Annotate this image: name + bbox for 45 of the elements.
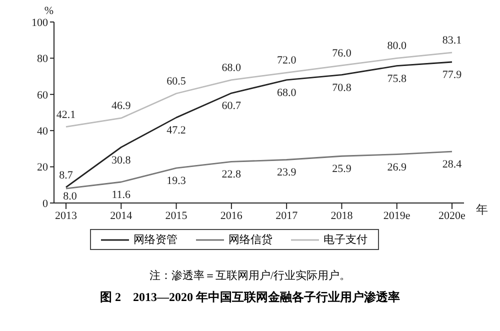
- data-label: 8.7: [59, 169, 74, 182]
- data-label: 68.0: [276, 86, 297, 99]
- data-label: 72.0: [276, 54, 297, 67]
- y-axis-title: %: [44, 5, 54, 17]
- data-label: 47.2: [166, 124, 186, 137]
- x-tick-label: 2015: [165, 210, 188, 222]
- y-tick-label: 0: [42, 198, 48, 210]
- data-label: 46.9: [112, 100, 132, 112]
- data-label: 22.8: [222, 168, 242, 181]
- legend-label: 网络信贷: [228, 233, 272, 247]
- x-tick-label: 2019e: [383, 210, 410, 222]
- data-label: 28.4: [442, 158, 462, 171]
- data-label: 8.0: [63, 190, 78, 203]
- data-label: 68.0: [222, 62, 242, 74]
- text: 图 2 2013—2020 年中国互联网金融各子行业用户渗透率: [99, 289, 401, 306]
- y-tick-label: 60: [37, 89, 48, 102]
- x-tick-label: 2016: [220, 210, 243, 222]
- x-tick-label: 2013: [55, 210, 78, 222]
- data-label: 26.9: [387, 161, 407, 174]
- data-label: 60.7: [222, 100, 242, 112]
- y-tick-label: 100: [32, 16, 48, 29]
- legend-label: 电子支付: [324, 233, 368, 247]
- text: 注：渗透率＝互联网用户/行业实际用户。: [148, 268, 352, 283]
- data-label: 83.1: [442, 34, 462, 47]
- data-label: 70.8: [332, 82, 352, 94]
- data-label: 77.9: [442, 69, 462, 81]
- y-tick-label: 80: [37, 53, 48, 66]
- data-label: 60.5: [166, 75, 186, 88]
- data-label: 80.0: [387, 40, 407, 52]
- data-label: 23.9: [276, 166, 297, 179]
- x-tick-label: 2017: [276, 210, 298, 222]
- x-axis-title: 年: [476, 202, 488, 216]
- x-tick-label: 2020e: [438, 210, 466, 222]
- y-tick-label: 20: [37, 162, 48, 174]
- x-tick-label: 2018: [330, 210, 354, 222]
- data-label: 75.8: [387, 72, 407, 85]
- legend-label: 网络资管: [134, 233, 178, 247]
- data-label: 25.9: [332, 163, 352, 176]
- y-tick-label: 40: [37, 126, 48, 138]
- data-label: 19.3: [166, 175, 186, 188]
- data-label: 42.1: [56, 108, 76, 121]
- data-label: 76.0: [332, 47, 352, 60]
- data-label: 11.6: [112, 189, 132, 202]
- data-label: 30.8: [112, 154, 132, 166]
- x-tick-label: 2014: [110, 210, 133, 222]
